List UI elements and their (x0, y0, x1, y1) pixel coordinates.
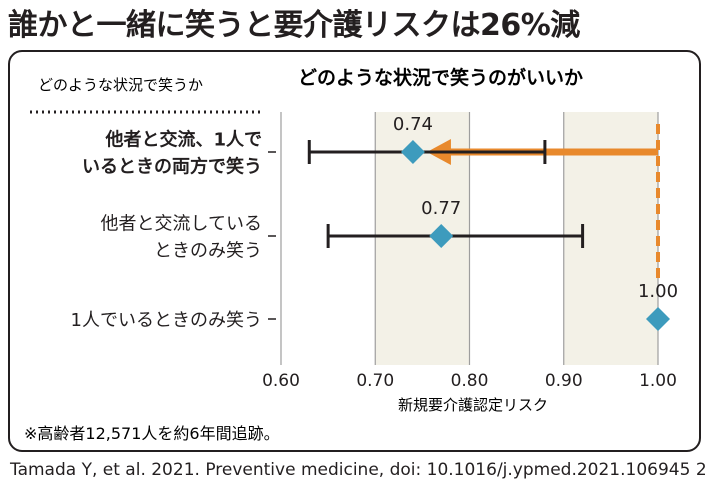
row-label-line: 他者と交流、1人で (104, 129, 262, 151)
estimate-marker (646, 307, 670, 331)
row-label-line: いるときの両方で笑う (82, 156, 262, 178)
chart-panel: どのような状況で笑うのがいいか どのような状況で笑うか 他者と交流、1人でいると… (8, 50, 701, 452)
source-citation: Tamada Y, et al. 2021. Preventive medici… (10, 460, 707, 480)
x-tick-label: 0.80 (451, 371, 489, 391)
value-label: 0.77 (421, 198, 461, 219)
value-label: 1.00 (638, 281, 678, 302)
x-tick-label: 0.70 (356, 371, 394, 391)
forest-plot: どのような状況で笑うのがいいか どのような状況で笑うか 他者と交流、1人でいると… (24, 66, 678, 443)
page-title: 誰かと一緒に笑うと要介護リスクは26%減 (8, 8, 580, 43)
row-label-line: ときのみ笑う (154, 241, 262, 262)
estimate-marker (429, 224, 454, 248)
value-label: 0.74 (393, 114, 433, 135)
x-tick-labels: 0.60 0.70 0.80 0.90 1.00 (262, 371, 677, 391)
estimate-marker (400, 140, 425, 164)
chart-marks: 0.74 0.77 1.00 (307, 114, 678, 331)
x-tick-label: 0.60 (262, 371, 300, 391)
x-axis-label: 新規要介護認定リスク (398, 396, 548, 414)
footnote: ※高齢者12,571人を約6年間追跡。 (24, 424, 280, 443)
x-tick-label: 0.90 (545, 371, 583, 391)
row-header: どのような状況で笑うか (38, 76, 203, 94)
chart-title: どのような状況で笑うのがいいか (298, 66, 583, 89)
row-label-line: 他者と交流している (101, 214, 262, 235)
x-tick-label: 1.00 (639, 371, 677, 391)
row-label-line: 1人でいるときのみ笑う (71, 310, 262, 331)
